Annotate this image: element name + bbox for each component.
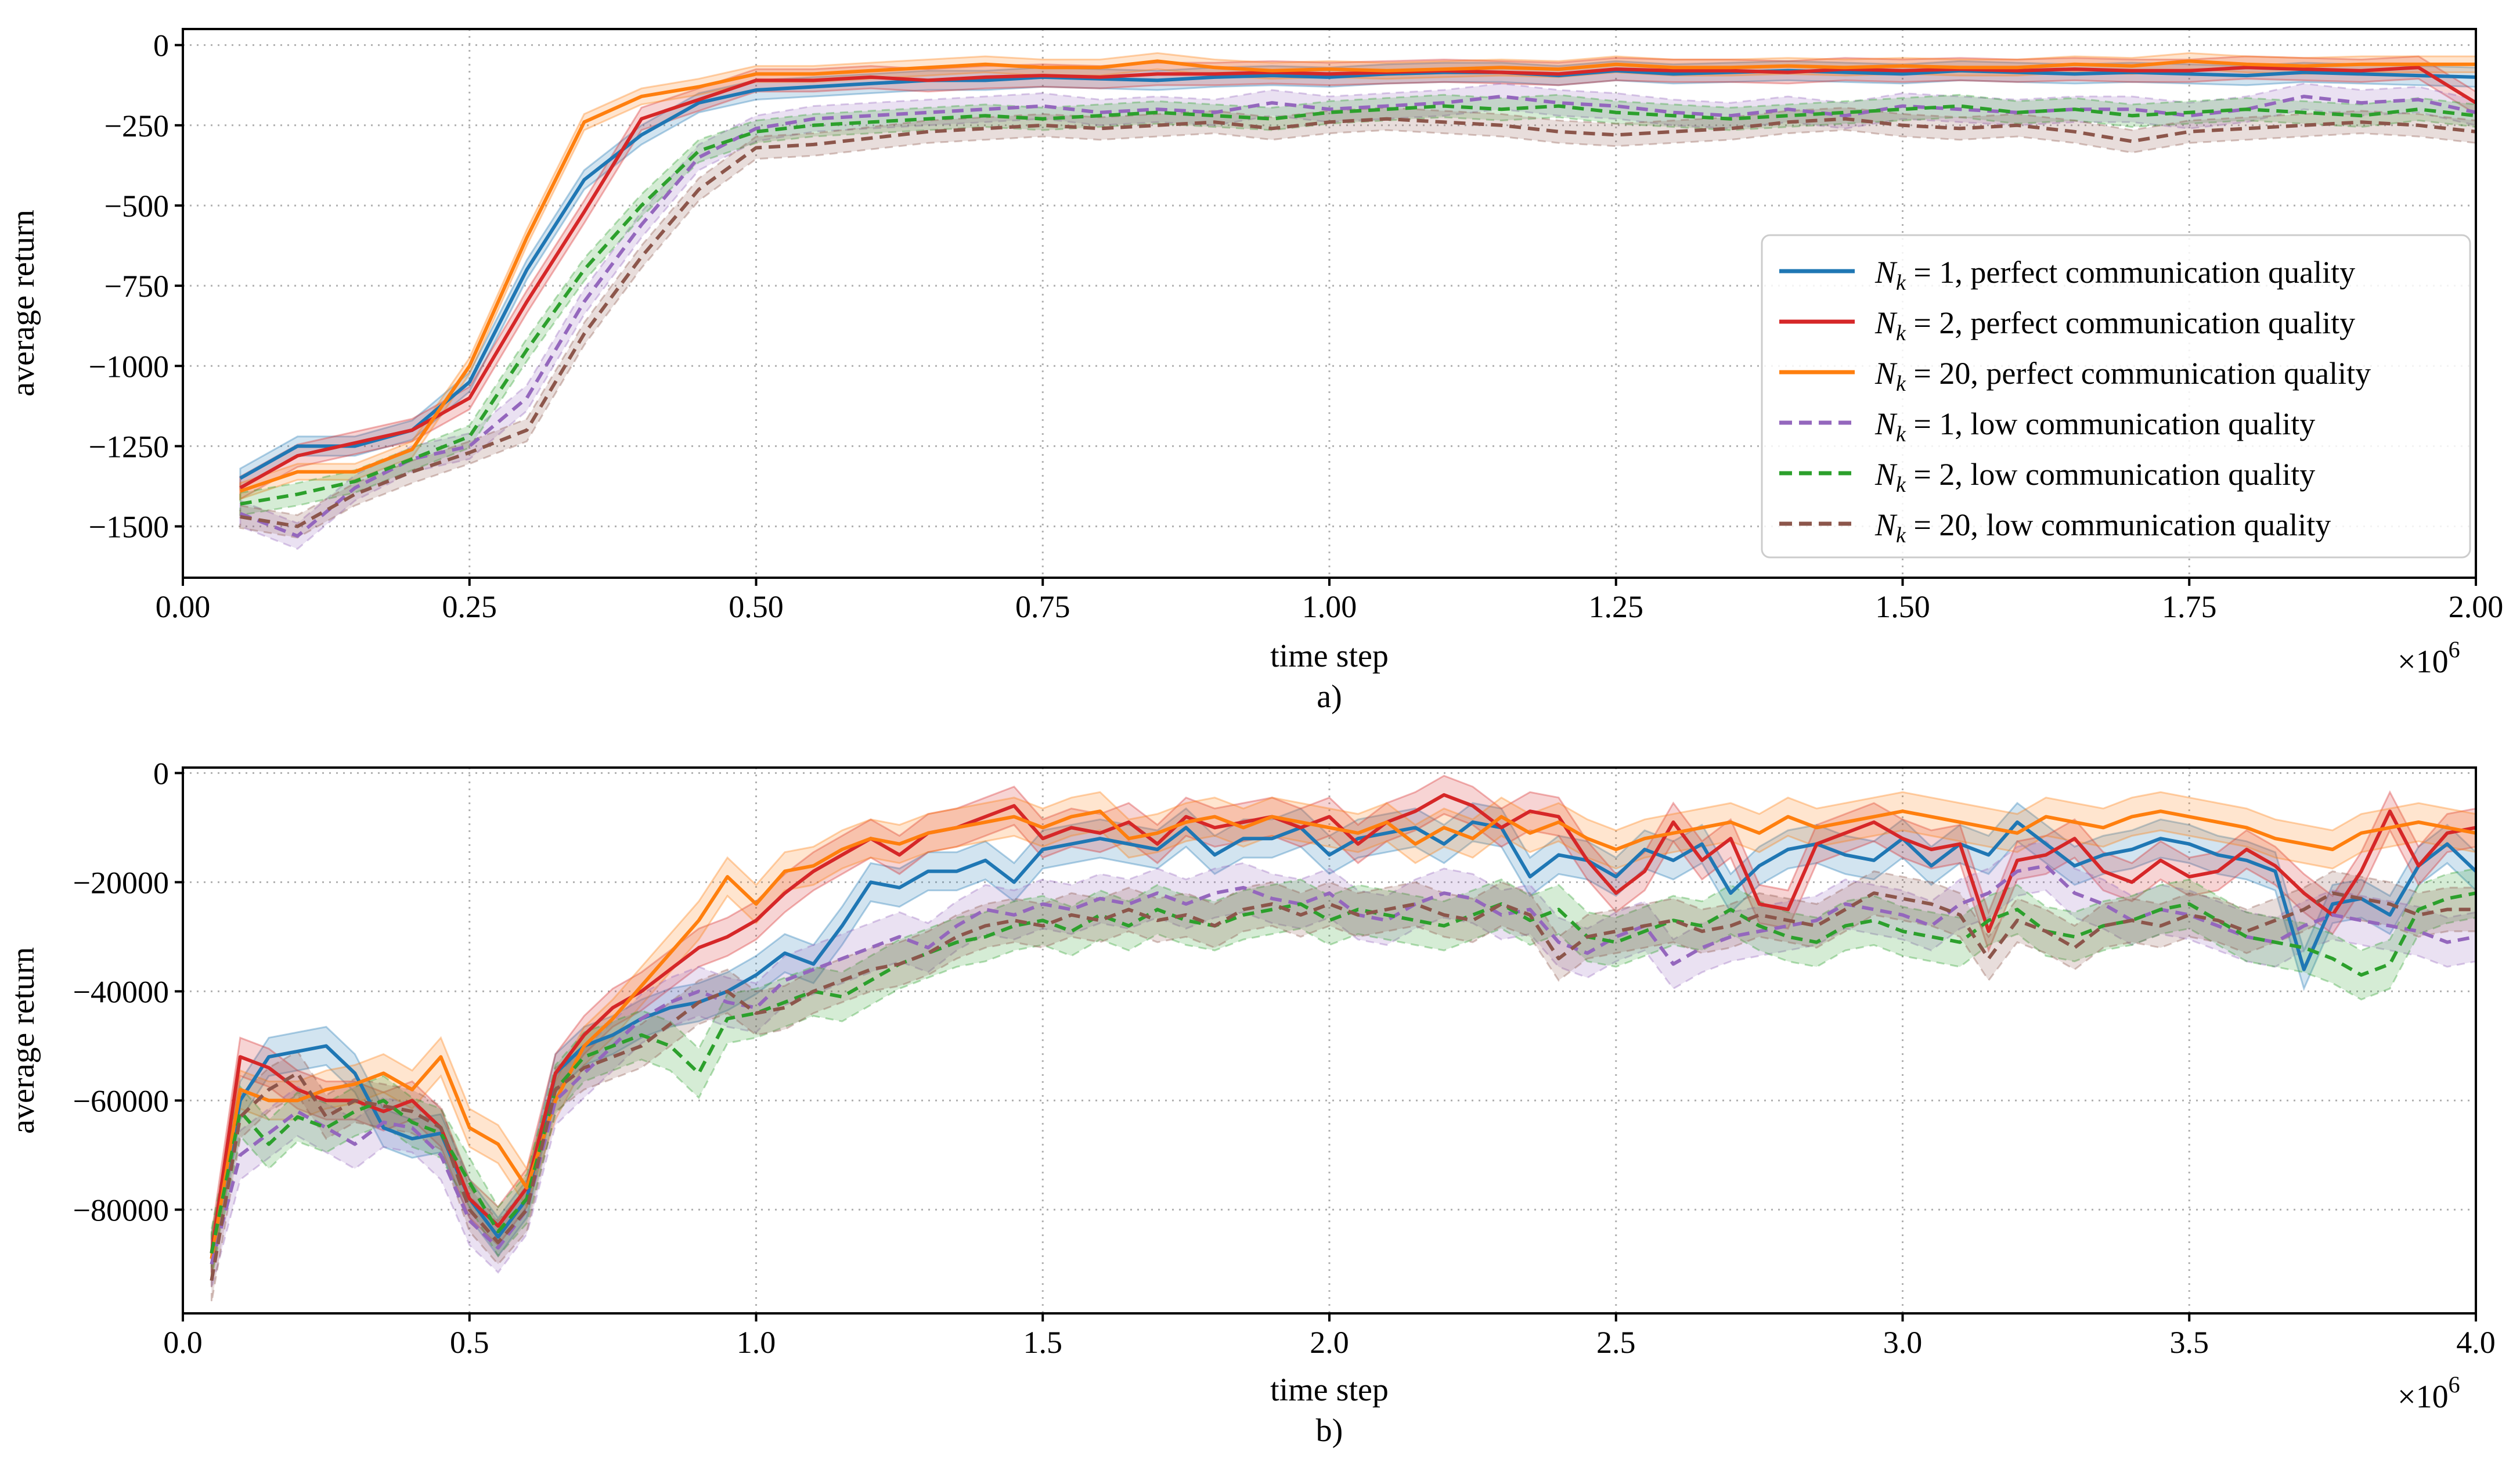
y-tick-label: −1250: [89, 429, 169, 464]
y-tick-label: −60000: [73, 1083, 169, 1118]
x-tick-label: 0.75: [1015, 589, 1070, 624]
panel-b-x-multiplier-base: ×10: [2398, 1379, 2449, 1415]
y-tick-label: −1000: [89, 349, 169, 384]
x-tick-label: 0.50: [729, 589, 784, 624]
series-line-6: [210, 891, 2476, 1281]
panel-b-bands: [210, 775, 2477, 1303]
x-tick-label: 0.25: [442, 589, 497, 624]
y-tick-label: −20000: [73, 865, 169, 900]
legend-label-1: Nk = 1, perfect communication quality: [1874, 255, 2355, 295]
panel-b-ylabel: average return: [5, 947, 41, 1134]
y-tick-label: 0: [153, 756, 169, 791]
legend-label-5: Nk = 2, low communication quality: [1874, 457, 2315, 497]
panel-a-xlabel: time step: [1270, 638, 1389, 674]
series-line-3: [239, 59, 2476, 493]
legend-label-3: Nk = 20, perfect communication quality: [1874, 356, 2371, 396]
panel-b-ticks: 0.0 0.5 1.0 1.5 2.0 2.5 3.0 3.5 4.0 0 −20000 −40000…: [73, 756, 2496, 1360]
x-tick-label: 1.5: [1023, 1325, 1063, 1360]
series-band-4: [239, 82, 2477, 550]
x-tick-label: 1.75: [2162, 589, 2217, 624]
x-tick-label: 0.0: [163, 1325, 203, 1360]
panel-a-x-multiplier: ×106: [2398, 636, 2460, 680]
panel-a-label: a): [1317, 679, 1342, 715]
x-tick-label: 1.0: [737, 1325, 776, 1360]
panel-a-ylabel: average return: [5, 210, 41, 397]
legend-label-2: Nk = 2, perfect communication quality: [1874, 305, 2355, 345]
y-tick-label: 0: [153, 28, 169, 63]
panel-b-x-multiplier-exp: 6: [2449, 1371, 2460, 1398]
panel-a-x-multiplier-exp: 6: [2449, 636, 2460, 662]
panel-b-chart: 0.0 0.5 1.0 1.5 2.0 2.5 3.0 3.5 4.0 0 −20000 −40000…: [5, 756, 2496, 1449]
series-line-4: [239, 95, 2476, 538]
series-line-4: [210, 864, 2476, 1265]
x-tick-label: 3.5: [2170, 1325, 2209, 1360]
y-tick-label: −750: [104, 269, 169, 304]
series-line-5: [240, 104, 2476, 506]
y-tick-label: −80000: [73, 1193, 169, 1227]
x-tick-label: 4.0: [2456, 1325, 2496, 1360]
panel-a-lines: [239, 59, 2477, 538]
legend-box: [1761, 234, 2471, 559]
x-tick-label: 1.25: [1589, 589, 1644, 624]
legend-label-4: Nk = 1, low communication quality: [1874, 406, 2315, 446]
panel-b-xlabel: time step: [1270, 1372, 1389, 1408]
panel-a-ticks: 0.00 0.25 0.50 0.75 1.00 1.25 1.50 1.75 2.00 0 −25…: [89, 28, 2504, 624]
y-tick-label: −500: [104, 189, 169, 224]
x-tick-label: 0.5: [450, 1325, 489, 1360]
x-tick-label: 2.00: [2449, 589, 2504, 624]
y-tick-label: −250: [104, 109, 169, 143]
panel-a-x-multiplier-base: ×10: [2398, 644, 2449, 680]
series-line-3: [210, 809, 2476, 1259]
series-line-2: [239, 66, 2477, 489]
panel-b-lines: [210, 793, 2478, 1281]
panel-b-x-multiplier: ×106: [2398, 1371, 2460, 1415]
y-tick-label: −40000: [73, 974, 169, 1009]
y-tick-label: −1500: [89, 510, 169, 545]
x-tick-label: 0.00: [156, 589, 211, 624]
x-tick-label: 1.00: [1302, 589, 1357, 624]
x-tick-label: 1.50: [1875, 589, 1930, 624]
legend-items: Nk = 1, perfect communication quality Nk …: [1779, 255, 2371, 548]
x-tick-label: 2.5: [1596, 1325, 1636, 1360]
panel-b-label: b): [1316, 1413, 1343, 1449]
series-line-1: [210, 820, 2478, 1254]
x-tick-label: 3.0: [1883, 1325, 1923, 1360]
series-line-1: [239, 69, 2476, 480]
series-line-6: [240, 117, 2476, 528]
legend: Nk = 1, perfect communication quality Nk …: [1761, 234, 2471, 559]
series-line-5: [210, 891, 2476, 1254]
x-tick-label: 2.0: [1310, 1325, 1349, 1360]
panel-a-chart: 0.00 0.25 0.50 0.75 1.00 1.25 1.50 1.75 2.00 0 −25…: [5, 28, 2503, 715]
legend-label-6: Nk = 20, low communication quality: [1874, 507, 2331, 548]
